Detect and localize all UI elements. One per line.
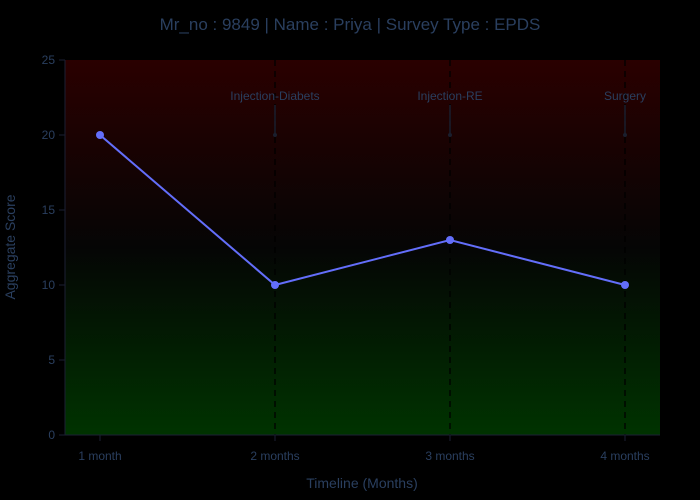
x-tick-label: 2 months [250,449,299,463]
x-axis-title: Timeline (Months) [306,475,418,491]
annotation-arrow-head [448,133,452,137]
data-point[interactable] [96,131,104,139]
data-point[interactable] [446,236,454,244]
y-axis-title: Aggregate Score [2,194,18,299]
data-point[interactable] [271,281,279,289]
annotation-label: Surgery [604,89,646,103]
annotation-lines [274,60,626,435]
annotation-arrow-head [623,133,627,137]
x-tick-label: 4 months [600,449,649,463]
annotation-labels: Injection-Diabets Injection-RE Surgery [230,89,646,137]
annotation-label: Injection-Diabets [230,89,319,103]
chart-title: Mr_no : 9849 | Name : Priya | Survey Typ… [160,15,541,34]
data-point[interactable] [621,281,629,289]
x-tick-label: 1 month [78,449,121,463]
y-tick-label: 10 [42,278,56,292]
axes: 0 5 10 15 20 25 1 month 2 months 3 months 4 month… [42,53,660,463]
plot-background [65,60,660,435]
series-layer [96,131,629,289]
series-line [99,134,626,287]
annotation-label: Injection-RE [417,89,482,103]
y-tick-label: 0 [48,428,55,442]
y-tick-label: 15 [42,203,56,217]
y-tick-label: 20 [42,128,56,142]
y-tick-label: 5 [48,353,55,367]
y-tick-label: 25 [42,53,56,67]
x-tick-label: 3 months [425,449,474,463]
annotation-arrow-head [273,133,277,137]
